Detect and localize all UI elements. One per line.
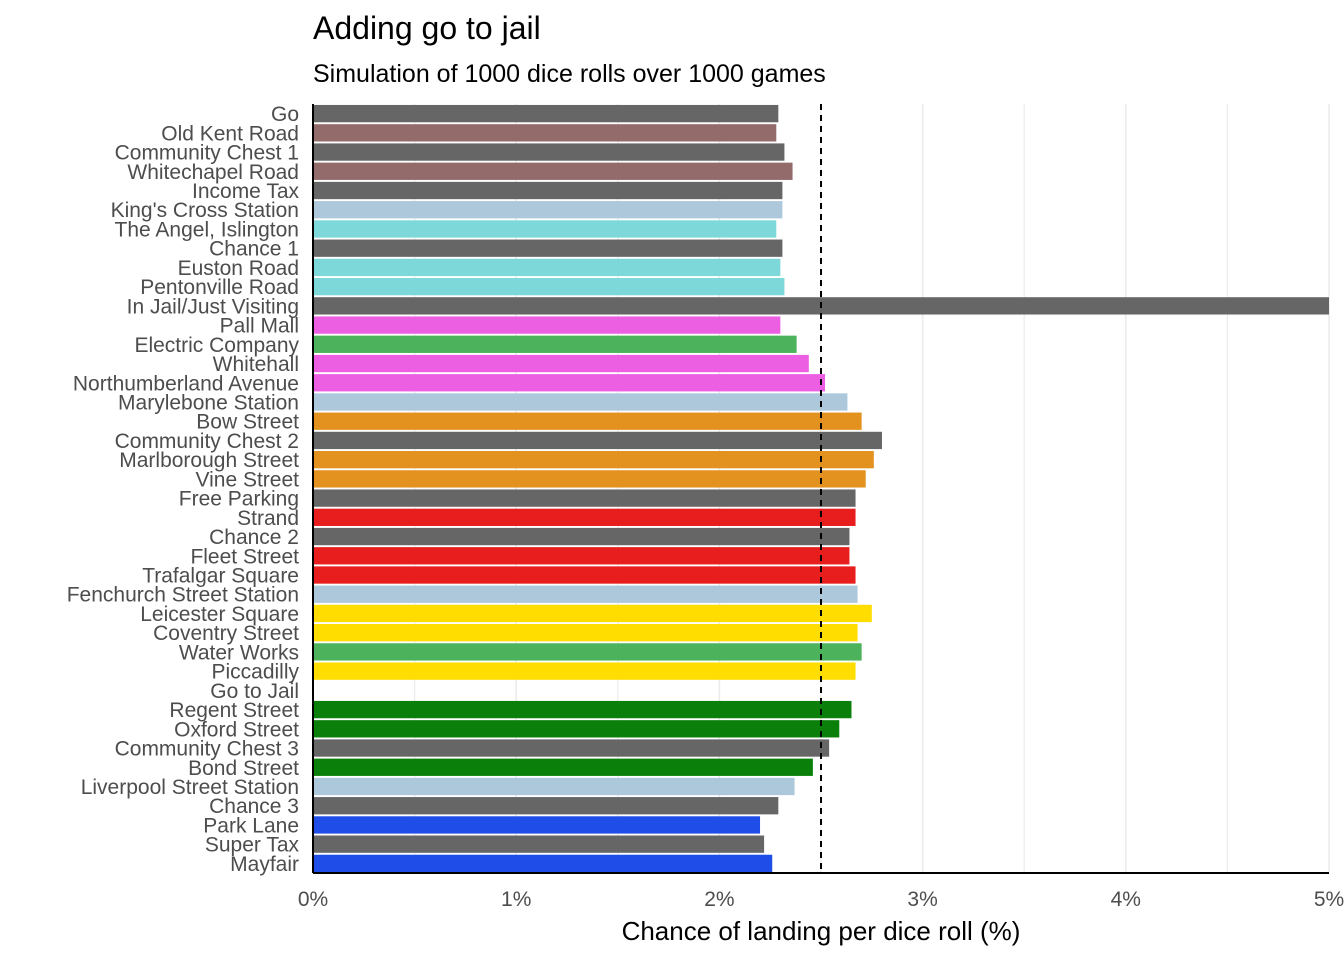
category-label: Oxford Street: [174, 718, 299, 741]
category-label: Chance 2: [209, 526, 299, 549]
category-label: Electric Company: [134, 334, 299, 357]
bar: [313, 181, 783, 200]
x-tick-labels: 0% 1% 2% 3% 4% 5%: [298, 888, 1344, 911]
x-tick-label: 3%: [907, 888, 937, 911]
bar: [313, 354, 809, 373]
category-label: Marylebone Station: [118, 391, 299, 414]
category-label: Coventry Street: [153, 622, 299, 645]
bar: [313, 566, 856, 584]
category-label: Old Kent Road: [161, 122, 299, 145]
bar: [313, 662, 856, 680]
category-label: Super Tax: [205, 834, 300, 857]
bar: [313, 489, 856, 507]
bar: [313, 277, 785, 296]
bar: [313, 527, 850, 546]
category-label: Community Chest 1: [115, 142, 299, 165]
category-label: Go: [271, 103, 299, 126]
category-label: Trafalgar Square: [142, 565, 299, 588]
bar: [313, 739, 830, 757]
bar: [313, 335, 797, 353]
category-label: Regent Street: [169, 699, 299, 722]
x-tick-label: 5%: [1314, 888, 1344, 911]
category-label: Euston Road: [178, 257, 299, 280]
category-label: Northumberland Avenue: [73, 372, 299, 395]
category-label: Fenchurch Street Station: [67, 584, 299, 607]
bar: [313, 201, 783, 219]
category-label: Go to Jail: [210, 680, 299, 703]
category-label: Community Chest 3: [115, 738, 299, 761]
category-label: Leicester Square: [140, 603, 299, 626]
x-tick-label: 4%: [1111, 888, 1141, 911]
category-label: Income Tax: [192, 180, 299, 203]
bar: [313, 393, 848, 411]
category-label: In Jail/Just Visiting: [127, 295, 299, 318]
bar: [313, 470, 866, 488]
bar: [313, 239, 783, 257]
chart-subtitle: Simulation of 1000 dice rolls over 1000 …: [313, 60, 826, 88]
category-label: Water Works: [179, 641, 299, 664]
x-axis-title: Chance of landing per dice roll (%): [622, 916, 1021, 946]
bar: [313, 412, 862, 430]
category-label: Bond Street: [188, 757, 299, 780]
chart-title: Adding go to jail: [313, 10, 541, 46]
bar: [313, 124, 777, 142]
bar: [313, 624, 858, 642]
bar: [313, 451, 874, 469]
bar: [313, 604, 872, 623]
bar: [313, 643, 862, 661]
category-label: Vine Street: [195, 468, 299, 491]
bar: [313, 720, 840, 738]
category-label: Liverpool Street Station: [81, 776, 299, 799]
bar: [313, 431, 882, 450]
category-label: Piccadilly: [211, 661, 299, 684]
bar: [313, 220, 777, 238]
category-label: The Angel, Islington: [115, 218, 299, 241]
category-label: Mayfair: [230, 853, 299, 876]
bar: [313, 816, 761, 834]
category-label: King's Cross Station: [111, 199, 299, 222]
bar: [313, 104, 779, 123]
bar: [313, 258, 781, 277]
bar: [313, 835, 765, 853]
category-label: Marlborough Street: [119, 449, 299, 472]
category-label: Chance 3: [209, 795, 299, 818]
category-label: Strand: [237, 507, 299, 530]
bar: [313, 316, 781, 334]
bar: [313, 797, 779, 815]
x-tick-label: 1%: [501, 888, 531, 911]
category-label: Fleet Street: [190, 545, 299, 568]
category-label: Free Parking: [179, 488, 299, 511]
bar: [313, 508, 856, 526]
bar: [313, 143, 785, 161]
bar: [313, 162, 793, 180]
bar: [313, 854, 773, 873]
bar: [313, 547, 850, 565]
bars: [313, 104, 1329, 873]
bar: [313, 374, 826, 392]
bar: [313, 700, 852, 719]
category-label: Chance 1: [209, 238, 299, 261]
category-label: Whitehall: [213, 353, 299, 376]
x-tick-label: 2%: [704, 888, 734, 911]
bar: [313, 777, 795, 796]
category-label: Pentonville Road: [140, 276, 299, 299]
category-label: Bow Street: [196, 411, 299, 434]
category-label: Park Lane: [203, 814, 299, 837]
x-tick-label: 0%: [298, 888, 328, 911]
bar: [313, 758, 813, 776]
category-label: Pall Mall: [220, 315, 299, 338]
category-label: Community Chest 2: [115, 430, 299, 453]
category-label: Whitechapel Road: [127, 161, 299, 184]
axes: [312, 104, 1329, 874]
bar: [313, 585, 858, 603]
